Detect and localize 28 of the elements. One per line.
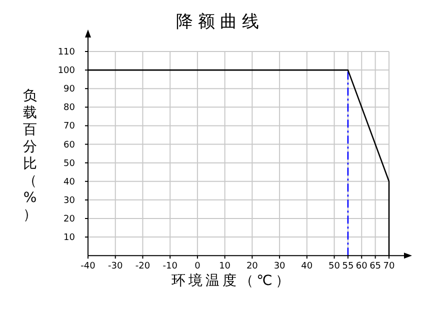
y-axis-title: 负载百分比（%）: [23, 88, 37, 223]
x-tick-label: -10: [162, 262, 178, 272]
y-tick-label: 80: [64, 103, 76, 114]
x-tick-label: 30: [274, 262, 286, 272]
y-tick-label: 70: [64, 122, 76, 132]
x-axis-title: 环境温度（℃）: [172, 273, 292, 289]
x-tick-label: 60: [356, 262, 368, 272]
chart-title: 降额曲线: [176, 12, 264, 32]
x-tick-label: 70: [383, 262, 395, 272]
x-tick-label: 40: [301, 262, 313, 272]
x-tick-label: 20: [246, 262, 258, 272]
y-tick-label: 30: [64, 196, 76, 206]
y-tick-label: 50: [64, 158, 76, 169]
x-tick-label: -20: [135, 262, 150, 272]
x-tick-label: 0: [194, 262, 201, 272]
y-tick-label: 60: [64, 140, 76, 150]
x-tick-label: 50: [328, 262, 340, 272]
x-tick-label: -40: [80, 262, 96, 272]
y-tick-label: 110: [58, 48, 76, 58]
y-tick-label: 100: [58, 66, 76, 76]
y-tick-label: 40: [64, 177, 76, 188]
y-tick-label: 90: [64, 84, 76, 95]
x-tick-label: -30: [108, 262, 123, 272]
y-tick-label: 10: [64, 233, 76, 244]
x-tick-label: 10: [219, 262, 231, 272]
x-tick-label: 65: [370, 262, 382, 272]
x-tick-label: 55: [342, 262, 354, 272]
y-tick-label: 20: [64, 214, 76, 224]
